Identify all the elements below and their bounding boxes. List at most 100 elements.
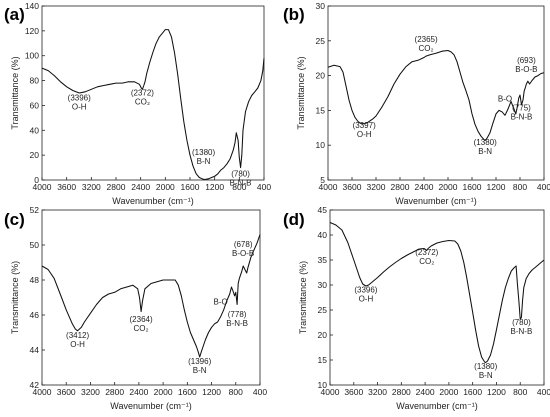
plot-frame <box>41 5 265 181</box>
y-tick-label: 35 <box>318 255 328 265</box>
panel-c-ftir-chart: (c) 4000 3600 3200 2800 2400 2000 1600 1200 800 40… <box>4 205 267 411</box>
x-tick-label: 400 <box>537 387 550 397</box>
x-tick-label: 2400 <box>129 387 148 397</box>
y-axis-title: Transmittance (%) <box>296 56 306 129</box>
peak-annotation: (678) B-O-B <box>232 240 254 258</box>
plot-frame <box>327 5 545 181</box>
peak-annotation: (2372) CO₂ <box>131 88 154 106</box>
y-tick-label: 100 <box>25 51 39 61</box>
y-axis-title: Transmittance (%) <box>10 261 20 334</box>
y-axis-title: Transmittance (%) <box>10 56 20 129</box>
x-tick-label: 2000 <box>154 387 173 397</box>
x-tick-label: 1600 <box>181 182 200 192</box>
panel-label: (a) <box>4 5 25 24</box>
x-tick-label: 2800 <box>392 387 411 397</box>
y-tick-label: 52 <box>30 205 40 215</box>
peak-annotation: (3397) O-H <box>353 121 376 139</box>
x-tick-label: 3600 <box>343 182 362 192</box>
peak-annotation: (693) B-O-B <box>515 56 537 74</box>
x-axis-title: Wavenumber (cm⁻¹) <box>396 401 477 411</box>
panel-label: (c) <box>4 210 25 229</box>
y-tick-label: 50 <box>30 240 40 250</box>
y-tick-label: 25 <box>318 305 328 315</box>
peak-annotation: (778) B-N-B <box>226 310 248 328</box>
panel-label: (d) <box>283 210 305 229</box>
y-tick-label: 30 <box>318 280 328 290</box>
x-tick-label: 2000 <box>156 182 175 192</box>
y-tick-label: 10 <box>318 380 328 390</box>
peak-annotation: (780) B-N-B <box>230 169 252 187</box>
x-tick-label: 4000 <box>319 182 338 192</box>
x-tick-label: 800 <box>513 387 527 397</box>
x-tick-label: 800 <box>232 182 246 192</box>
peak-annotation: (1380) B-N <box>474 138 497 156</box>
y-tick-label: 60 <box>30 100 40 110</box>
x-tick-label: 2400 <box>131 182 150 192</box>
y-tick-label: 15 <box>316 105 326 115</box>
y-tick-label: 40 <box>30 125 40 135</box>
panel-a-ftir-chart: (a)4000 3600 3200 2800 2400 2000 1600 1200 800 40… <box>4 1 271 206</box>
y-tick-label: 45 <box>318 205 328 215</box>
peak-annotation: (3396) O-H <box>354 286 377 304</box>
x-axis-title: Wavenumber (cm⁻¹) <box>110 401 191 411</box>
y-tick-label: 5 <box>320 175 325 185</box>
x-tick-label: 1200 <box>487 182 506 192</box>
peak-annotation: (775) B-N-B <box>511 103 533 121</box>
x-tick-label: 3600 <box>344 387 363 397</box>
peak-annotation: (780) B-N-B <box>511 318 533 336</box>
x-tick-label: 4000 <box>321 387 340 397</box>
y-tick-label: 0 <box>34 175 39 185</box>
y-tick-label: 20 <box>318 330 328 340</box>
x-tick-label: 2400 <box>415 182 434 192</box>
y-tick-label: 46 <box>30 310 40 320</box>
x-tick-label: 2800 <box>391 182 410 192</box>
x-tick-label: 800 <box>513 182 527 192</box>
plot-frame <box>41 209 261 386</box>
plot-frame <box>329 209 545 386</box>
panel-d-ftir-chart: (d) 4000 3600 3200 2800 2400 2000 1600 1200 800 40… <box>283 205 550 411</box>
x-axis-title: Wavenumber (cm⁻¹) <box>395 196 476 206</box>
x-tick-label: 1600 <box>178 387 197 397</box>
x-axis-title: Wavenumber (cm⁻¹) <box>112 196 193 206</box>
peak-annotation: B-O <box>498 94 512 103</box>
x-tick-label: 2800 <box>105 387 124 397</box>
x-tick-label: 3200 <box>367 182 386 192</box>
peak-annotation: B-O <box>214 298 228 307</box>
peak-annotation: (3396) O-H <box>68 93 91 111</box>
panel-b-ftir-chart: (b) 4000 3600 3200 2800 2400 2000 1600 1200 800 40… <box>283 1 550 206</box>
y-tick-label: 120 <box>25 26 39 36</box>
y-tick-label: 20 <box>30 150 40 160</box>
y-tick-label: 140 <box>25 1 39 11</box>
x-tick-label: 4000 <box>33 182 52 192</box>
peak-annotation: (2372) CO₂ <box>415 248 438 266</box>
x-tick-label: 3200 <box>368 387 387 397</box>
peak-annotation: (1396) B-N <box>188 357 211 375</box>
x-tick-label: 3200 <box>81 387 100 397</box>
x-tick-label: 400 <box>253 387 267 397</box>
y-tick-label: 15 <box>318 355 328 365</box>
x-tick-label: 2000 <box>439 387 458 397</box>
y-tick-label: 80 <box>30 76 40 86</box>
x-tick-label: 4000 <box>33 387 52 397</box>
x-tick-label: 400 <box>537 182 550 192</box>
y-tick-label: 42 <box>30 380 40 390</box>
peak-annotation: (2364) CO₂ <box>130 315 153 333</box>
y-tick-label: 20 <box>316 71 326 81</box>
x-tick-label: 400 <box>257 182 271 192</box>
x-tick-label: 2000 <box>439 182 458 192</box>
y-tick-label: 10 <box>316 140 326 150</box>
x-tick-label: 1200 <box>202 387 221 397</box>
y-axis-title: Transmittance (%) <box>298 261 308 334</box>
peak-annotation: (1380) B-N <box>474 362 497 380</box>
x-tick-label: 3600 <box>57 182 76 192</box>
peak-annotation: (1380) B-N <box>192 148 215 166</box>
peak-annotation: (2365) CO₂ <box>415 35 438 53</box>
x-tick-label: 2400 <box>416 387 435 397</box>
ftir-spectrum-line <box>329 222 545 364</box>
y-tick-label: 30 <box>316 1 326 11</box>
y-tick-label: 40 <box>318 230 328 240</box>
y-tick-label: 25 <box>316 36 326 46</box>
x-tick-label: 1600 <box>463 182 482 192</box>
x-tick-label: 1200 <box>487 387 506 397</box>
